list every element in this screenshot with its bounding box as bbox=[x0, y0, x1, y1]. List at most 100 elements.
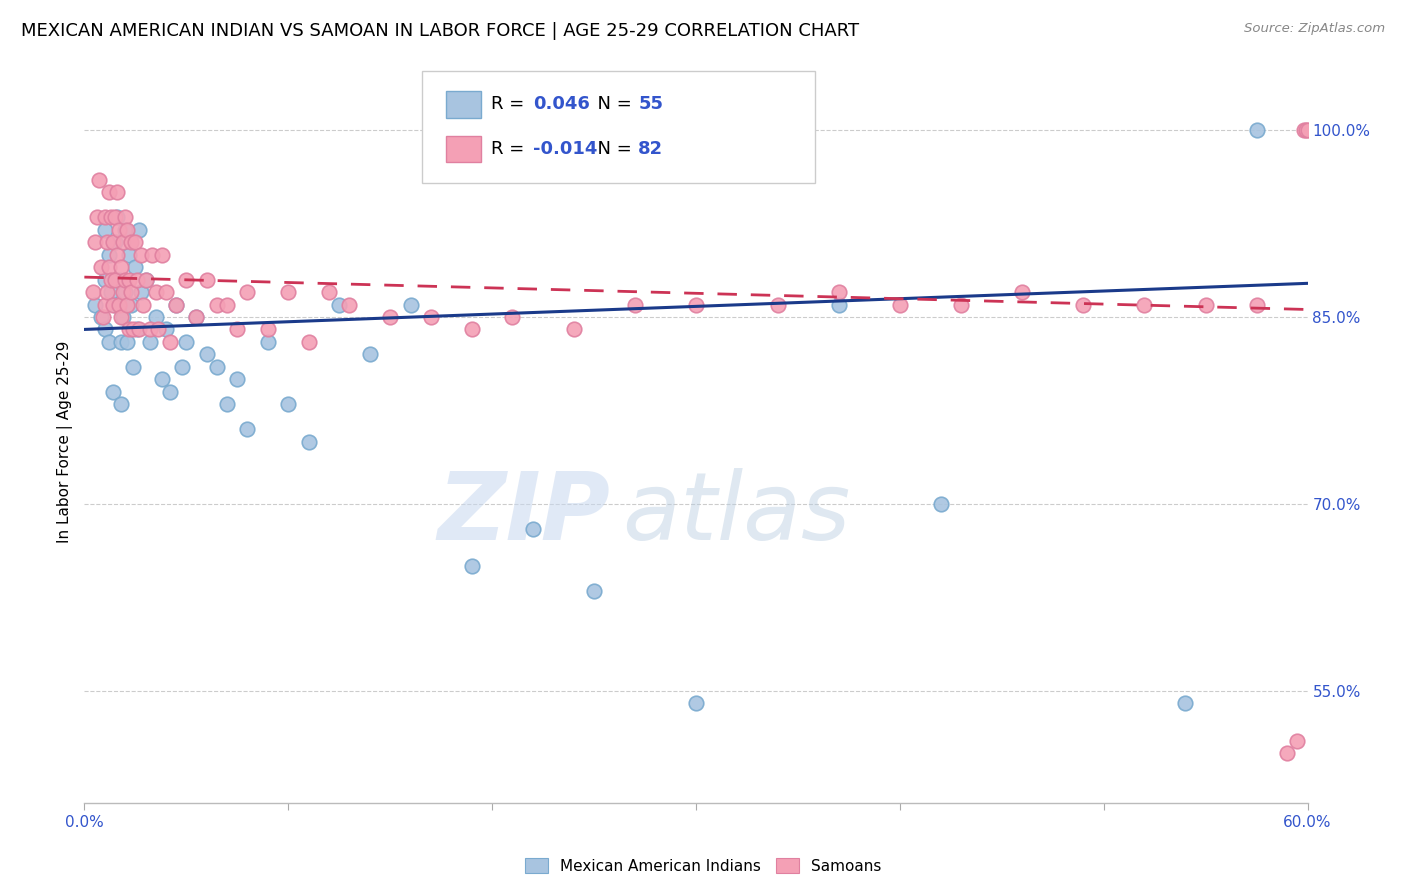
Point bbox=[87, 173, 110, 187]
Point bbox=[120, 285, 142, 299]
Point bbox=[115, 334, 138, 349]
Point bbox=[104, 211, 127, 225]
Point bbox=[97, 334, 120, 349]
Point bbox=[685, 696, 707, 710]
Point bbox=[522, 522, 544, 536]
Point bbox=[97, 186, 120, 200]
Point bbox=[1296, 123, 1319, 137]
Point bbox=[380, 310, 402, 324]
Point bbox=[127, 322, 149, 336]
Point bbox=[104, 272, 127, 286]
Point bbox=[399, 297, 422, 311]
Point bbox=[145, 285, 167, 299]
Point bbox=[1277, 746, 1299, 760]
Point bbox=[124, 260, 146, 274]
Point bbox=[135, 272, 157, 286]
Point bbox=[1295, 123, 1317, 137]
Point bbox=[120, 297, 142, 311]
Point bbox=[1073, 297, 1095, 311]
Point bbox=[624, 297, 647, 311]
Point bbox=[124, 235, 146, 250]
Point bbox=[128, 223, 150, 237]
Point bbox=[159, 384, 181, 399]
Text: MEXICAN AMERICAN INDIAN VS SAMOAN IN LABOR FORCE | AGE 25-29 CORRELATION CHART: MEXICAN AMERICAN INDIAN VS SAMOAN IN LAB… bbox=[21, 22, 859, 40]
Point bbox=[502, 310, 524, 324]
Text: 55: 55 bbox=[638, 95, 664, 113]
Point bbox=[97, 248, 120, 262]
Point bbox=[108, 272, 131, 286]
Point bbox=[96, 285, 118, 299]
Point bbox=[257, 322, 280, 336]
Point bbox=[420, 310, 443, 324]
Point bbox=[86, 211, 108, 225]
Point bbox=[120, 235, 142, 250]
Point bbox=[122, 359, 145, 374]
Point bbox=[1246, 297, 1268, 311]
Point bbox=[889, 297, 911, 311]
Point bbox=[110, 397, 132, 411]
Point bbox=[90, 260, 112, 274]
Point bbox=[118, 322, 141, 336]
Point bbox=[1133, 297, 1156, 311]
Point bbox=[108, 223, 131, 237]
Point bbox=[226, 322, 249, 336]
Point bbox=[298, 434, 321, 449]
Point bbox=[277, 397, 299, 411]
Point bbox=[91, 310, 114, 324]
Y-axis label: In Labor Force | Age 25-29: In Labor Force | Age 25-29 bbox=[58, 341, 73, 542]
Point bbox=[205, 297, 228, 311]
Point bbox=[145, 310, 167, 324]
Point bbox=[186, 310, 208, 324]
Point bbox=[100, 211, 122, 225]
Point bbox=[174, 334, 197, 349]
Point bbox=[104, 297, 127, 311]
Point bbox=[1011, 285, 1033, 299]
Point bbox=[159, 334, 181, 349]
Point bbox=[90, 310, 112, 324]
Point bbox=[150, 248, 173, 262]
Point bbox=[83, 297, 105, 311]
Point bbox=[115, 223, 138, 237]
Point bbox=[105, 248, 128, 262]
Point bbox=[97, 260, 120, 274]
Text: N =: N = bbox=[586, 95, 638, 113]
Point bbox=[93, 297, 115, 311]
Text: ZIP: ZIP bbox=[437, 467, 610, 560]
Point bbox=[226, 372, 249, 386]
Point bbox=[101, 384, 124, 399]
Point bbox=[150, 372, 173, 386]
Point bbox=[298, 334, 321, 349]
Point bbox=[127, 272, 149, 286]
Point bbox=[172, 359, 194, 374]
Point bbox=[101, 235, 124, 250]
Point bbox=[195, 347, 218, 361]
Point bbox=[131, 248, 153, 262]
Text: -0.014: -0.014 bbox=[533, 140, 598, 158]
Point bbox=[135, 272, 157, 286]
Point bbox=[1246, 123, 1268, 137]
Point bbox=[195, 272, 218, 286]
Text: N =: N = bbox=[586, 140, 638, 158]
Point bbox=[339, 297, 361, 311]
Point bbox=[132, 297, 155, 311]
Point bbox=[165, 297, 187, 311]
Point bbox=[141, 248, 163, 262]
Point bbox=[100, 285, 122, 299]
Text: 0.046: 0.046 bbox=[533, 95, 589, 113]
Point bbox=[138, 334, 160, 349]
Point bbox=[83, 235, 105, 250]
Point bbox=[318, 285, 340, 299]
Point bbox=[112, 285, 135, 299]
Point bbox=[186, 310, 208, 324]
Point bbox=[93, 211, 115, 225]
Point bbox=[93, 223, 115, 237]
Point bbox=[110, 310, 132, 324]
Point bbox=[128, 322, 150, 336]
Point bbox=[328, 297, 350, 311]
Point bbox=[929, 497, 952, 511]
Point bbox=[685, 297, 707, 311]
Point bbox=[562, 322, 585, 336]
Point bbox=[138, 322, 160, 336]
Text: R =: R = bbox=[491, 95, 530, 113]
Point bbox=[110, 334, 132, 349]
